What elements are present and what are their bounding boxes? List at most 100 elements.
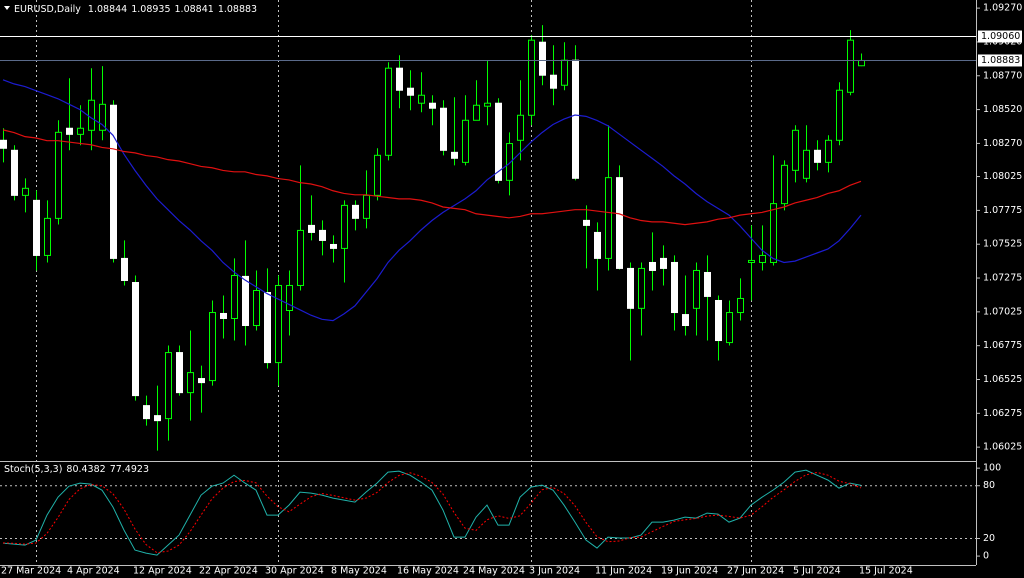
stoch-line [2,469,862,556]
close-value: 1.08883 [218,4,257,15]
candle-body [715,299,722,342]
moving-average [2,129,862,226]
x-tick-label: 19 Jun 2024 [661,566,718,577]
x-tick-label: 22 Apr 2024 [199,566,258,577]
x-tick-label: 27 Mar 2024 [1,566,61,577]
candle-body [539,41,546,76]
y-tick-label: 80 [983,480,995,491]
x-tick-label: 3 Jun 2024 [529,566,580,577]
candle-body [759,254,766,263]
separators [36,0,752,565]
y-tick-label: 1.08270 [983,138,1022,149]
x-tick-label: 12 Apr 2024 [133,566,192,577]
overlays: 1.09060 1.08883 [0,30,1022,67]
candle-body [198,378,205,384]
y-tick-label: 1.07525 [983,239,1022,250]
candle-body [407,87,414,96]
candle-body [99,103,106,131]
candle-body [550,74,557,89]
y-tick-label: 100 [983,463,1001,474]
candle-body [44,217,51,256]
candle-body [11,149,18,196]
x-tick-label: 8 May 2024 [331,566,387,577]
chart-title: EURUSD,Daily [14,4,81,15]
stoch-k-value: 80.4382 [66,464,105,475]
candle-body [770,203,777,263]
candle-body [187,372,194,394]
candle-body [693,269,700,309]
high-value: 1.08935 [131,4,170,15]
y-tick-label: 1.09270 [983,3,1022,14]
candle-body [484,102,491,107]
candle-body [792,129,799,171]
candle-body [825,139,832,163]
candle-body [242,275,249,327]
candle-body [858,59,865,67]
candle-body [374,154,381,196]
candle-body [473,104,480,121]
x-tick-label: 24 May 2024 [463,566,525,577]
candle-body [176,352,183,394]
candle-body [528,39,535,116]
stoch-header: Stoch(5,3,3) 80.4382 77.4923 [4,464,149,475]
y-tick-label: 1.06775 [983,340,1022,351]
candle-body [803,149,810,179]
low-value: 1.08841 [175,4,214,15]
candle-body [495,102,502,181]
candle-body [638,267,645,309]
x-tick-label: 16 May 2024 [397,566,459,577]
candle-body [286,284,293,311]
x-tick-label: 4 Apr 2024 [67,566,120,577]
candle-body [583,219,590,226]
stoch-d-value: 77.4923 [110,464,149,475]
candle-body [726,312,733,344]
moving-average [2,79,862,322]
y-tick-label: 1.06525 [983,374,1022,385]
candle-body [110,104,117,259]
main-panel: 1.092701.090201.087701.085201.082701.080… [0,3,1022,577]
candle-body [165,352,172,420]
x-tick-label: 27 Jun 2024 [727,566,784,577]
bid-label-box [978,54,1022,67]
candle-body [209,312,216,382]
open-value: 1.08844 [88,4,127,15]
stoch-line [2,471,862,554]
candle-body [594,231,601,259]
y-tick-label: 20 [983,533,995,544]
candle-body [451,151,458,159]
y-tick-label: 1.08520 [983,104,1022,115]
candle-body [352,204,359,219]
candle-body [605,177,612,259]
hline-label: 1.09060 [981,31,1020,42]
candle-body [836,89,843,141]
candle-body [649,261,656,271]
candle-body [253,289,260,327]
y-tick-label: 1.06275 [983,408,1022,419]
candle-body [231,274,238,319]
candle-body [55,131,62,219]
candle-body [847,39,854,93]
candle-body [814,149,821,163]
stoch-title: Stoch(5,3,3) [4,464,62,475]
y-tick-label: 1.06025 [983,442,1022,453]
hline-label-box [978,30,1022,43]
candle-body [660,257,667,269]
candle-body [22,187,29,196]
candle-body [396,67,403,91]
y-tick-label: 1.07775 [983,205,1022,216]
candle-body [385,67,392,156]
candle-body [66,127,73,135]
y-tick-label: 1.08770 [983,70,1022,81]
y-tick-label: 1.07025 [983,306,1022,317]
candle-body [297,229,304,286]
candle-body [220,312,227,319]
candle-body [781,164,788,205]
y-tick-label: 0 [983,551,989,562]
candle-body [517,114,524,141]
candle-body [737,297,744,314]
candle-body [0,139,7,149]
x-tick-label: 5 Jul 2024 [793,566,841,577]
